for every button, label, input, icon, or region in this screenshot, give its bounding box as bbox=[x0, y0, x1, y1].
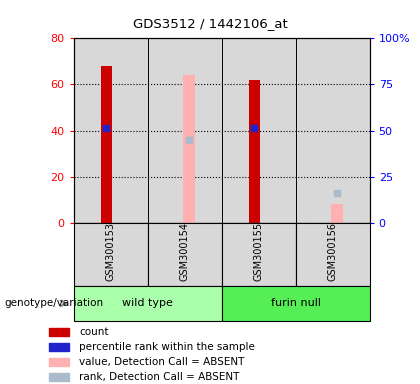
Text: GSM300153: GSM300153 bbox=[105, 222, 116, 281]
Text: furin null: furin null bbox=[270, 298, 320, 308]
Bar bbox=[331, 204, 343, 223]
Text: GSM300156: GSM300156 bbox=[328, 222, 338, 281]
Bar bbox=[222, 38, 296, 223]
Text: wild type: wild type bbox=[122, 298, 173, 308]
Bar bbox=[249, 80, 260, 223]
Text: percentile rank within the sample: percentile rank within the sample bbox=[79, 342, 255, 352]
Text: count: count bbox=[79, 327, 108, 337]
Bar bbox=[222, 223, 296, 286]
Text: GSM300154: GSM300154 bbox=[179, 222, 189, 281]
Point bbox=[103, 125, 110, 131]
Bar bbox=[100, 66, 112, 223]
Point bbox=[333, 190, 340, 196]
Bar bbox=[50, 328, 69, 336]
Text: genotype/variation: genotype/variation bbox=[4, 298, 103, 308]
Text: value, Detection Call = ABSENT: value, Detection Call = ABSENT bbox=[79, 357, 244, 367]
Text: GDS3512 / 1442106_at: GDS3512 / 1442106_at bbox=[133, 17, 287, 30]
Bar bbox=[50, 372, 69, 381]
Bar bbox=[296, 223, 370, 286]
Bar bbox=[222, 286, 370, 321]
Bar bbox=[74, 38, 147, 223]
Bar bbox=[147, 38, 222, 223]
Bar bbox=[147, 223, 222, 286]
Bar bbox=[50, 358, 69, 366]
Bar bbox=[296, 38, 370, 223]
Bar bbox=[74, 223, 147, 286]
Text: GSM300155: GSM300155 bbox=[254, 222, 264, 281]
Point bbox=[186, 137, 192, 143]
Bar bbox=[50, 343, 69, 351]
Text: rank, Detection Call = ABSENT: rank, Detection Call = ABSENT bbox=[79, 372, 239, 382]
Bar bbox=[184, 75, 194, 223]
Bar bbox=[74, 286, 222, 321]
Point bbox=[251, 125, 257, 131]
